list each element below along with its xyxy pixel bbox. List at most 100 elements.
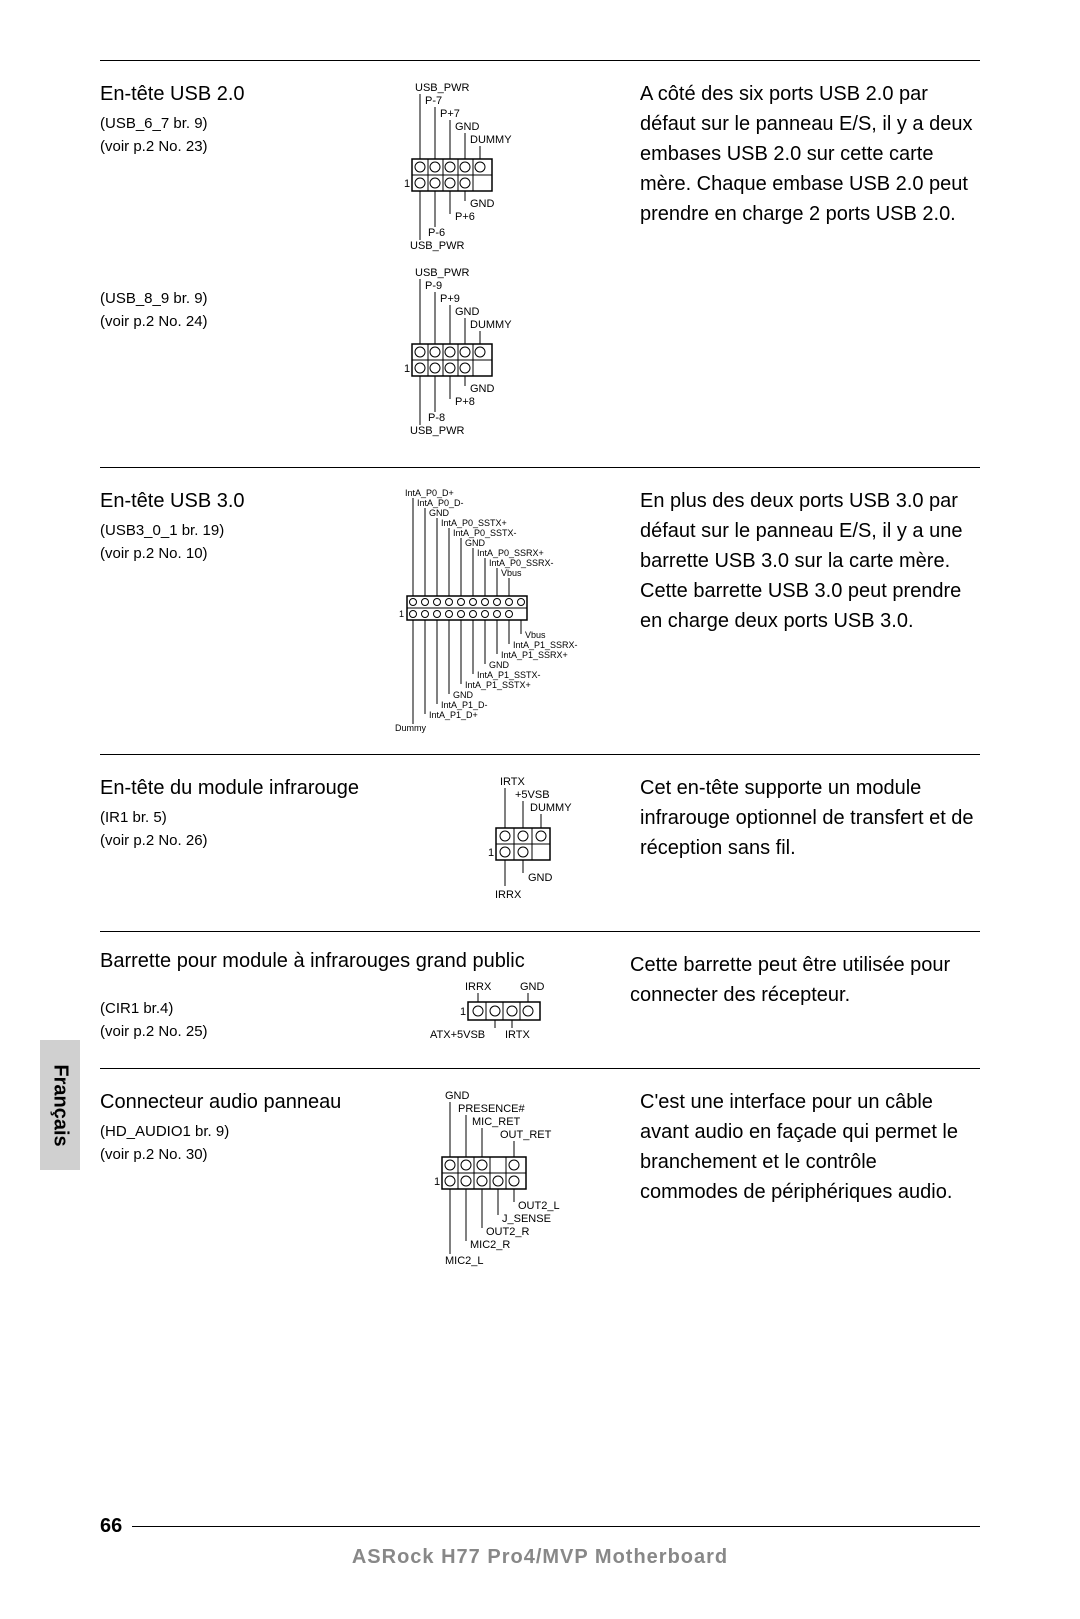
svg-text:USB_PWR: USB_PWR: [410, 240, 464, 252]
section-cir: Barrette pour module à infrarouges grand…: [100, 932, 980, 1068]
svg-text:P+7: P+7: [440, 108, 460, 120]
audio-sub1: (HD_AUDIO1 br. 9): [100, 1121, 360, 1144]
ir-left: En-tête du module infrarouge (IR1 br. 5)…: [100, 773, 420, 913]
svg-text:GND: GND: [489, 660, 510, 670]
usb20-sub1b: (voir p.2 No. 23): [100, 136, 360, 159]
svg-text:IntA_P0_SSTX-: IntA_P0_SSTX-: [453, 528, 517, 538]
svg-text:DUMMY: DUMMY: [470, 319, 512, 331]
svg-text:USB_PWR: USB_PWR: [415, 82, 469, 94]
svg-text:P-8: P-8: [428, 412, 445, 424]
svg-text:USB_PWR: USB_PWR: [415, 267, 469, 279]
svg-text:GND: GND: [455, 121, 480, 133]
svg-text:P+8: P+8: [455, 396, 475, 408]
svg-text:IntA_P0_SSRX-: IntA_P0_SSRX-: [489, 558, 554, 568]
svg-text:MIC2_R: MIC2_R: [470, 1239, 510, 1251]
svg-text:OUT2_L: OUT2_L: [518, 1200, 560, 1212]
usb20-left: En-tête USB 2.0 (USB_6_7 br. 9) (voir p.…: [100, 79, 360, 449]
page-footer: 66 ASRock H77 Pro4/MVP Motherboard: [100, 1515, 980, 1569]
svg-text:IntA_P1_SSRX-: IntA_P1_SSRX-: [513, 640, 578, 650]
cir-diagram-wrap: IRRX GND 1: [370, 970, 630, 1050]
svg-text:1: 1: [404, 363, 410, 375]
svg-text:ATX+5VSB: ATX+5VSB: [430, 1029, 485, 1041]
svg-text:DUMMY: DUMMY: [530, 802, 572, 814]
footer-title: ASRock H77 Pro4/MVP Motherboard: [100, 1546, 980, 1569]
svg-text:GND: GND: [470, 383, 495, 395]
svg-text:OUT_RET: OUT_RET: [500, 1129, 552, 1141]
audio-desc: C'est une interface pour un câble avant …: [640, 1087, 980, 1277]
svg-text:IntA_P0_D-: IntA_P0_D-: [417, 498, 464, 508]
section-audio: Connecteur audio panneau (HD_AUDIO1 br. …: [100, 1069, 980, 1295]
svg-text:GND: GND: [470, 198, 495, 210]
usb30-diagram: IntA_P0_D+ IntA_P0_D- GND IntA_P0_SSTX+ …: [385, 486, 615, 736]
cir-left: (CIR1 br.4) (voir p.2 No. 25): [100, 970, 360, 1050]
svg-text:IntA_P1_SSTX-: IntA_P1_SSTX-: [477, 670, 541, 680]
svg-text:1: 1: [488, 847, 494, 859]
svg-text:GND: GND: [455, 306, 480, 318]
language-tab: Français: [40, 1040, 80, 1170]
usb20-sub1a: (USB_6_7 br. 9): [100, 113, 360, 136]
svg-text:1: 1: [404, 178, 410, 190]
svg-text:1: 1: [399, 609, 404, 619]
svg-text:P+9: P+9: [440, 293, 460, 305]
svg-text:USB_PWR: USB_PWR: [410, 425, 464, 437]
svg-text:IRTX: IRTX: [500, 776, 526, 788]
svg-text:Vbus: Vbus: [525, 630, 546, 640]
audio-left: Connecteur audio panneau (HD_AUDIO1 br. …: [100, 1087, 360, 1277]
svg-text:P-9: P-9: [425, 280, 442, 292]
svg-text:P+6: P+6: [455, 211, 475, 223]
ir-diagram-wrap: IRTX +5VSB DUMMY 1 GND IRRX: [430, 773, 630, 913]
svg-text:GND: GND: [429, 508, 450, 518]
svg-text:MIC2_L: MIC2_L: [445, 1255, 484, 1267]
audio-sub2: (voir p.2 No. 30): [100, 1144, 360, 1167]
svg-text:GND: GND: [445, 1090, 470, 1102]
svg-text:Vbus: Vbus: [501, 568, 522, 578]
svg-text:IntA_P1_SSRX+: IntA_P1_SSRX+: [501, 650, 568, 660]
usb30-title: En-tête USB 3.0: [100, 486, 360, 516]
usb20-diagram2: USB_PWR P-9 P+9 GND DUMMY: [370, 264, 550, 444]
usb30-left: En-tête USB 3.0 (USB3_0_1 br. 19) (voir …: [100, 486, 360, 736]
page-number: 66: [100, 1515, 122, 1538]
language-label: Français: [49, 1064, 72, 1146]
svg-text:IntA_P1_D-: IntA_P1_D-: [441, 700, 488, 710]
cir-sub2: (voir p.2 No. 25): [100, 1021, 360, 1044]
svg-text:IntA_P1_SSTX+: IntA_P1_SSTX+: [465, 680, 531, 690]
svg-text:+5VSB: +5VSB: [515, 789, 550, 801]
footer-rule: [132, 1526, 980, 1527]
svg-text:GND: GND: [453, 690, 474, 700]
section-ir: En-tête du module infrarouge (IR1 br. 5)…: [100, 755, 980, 931]
ir-diagram: IRTX +5VSB DUMMY 1 GND IRRX: [450, 773, 610, 913]
svg-text:J_SENSE: J_SENSE: [502, 1213, 551, 1225]
usb20-sub2a: (USB_8_9 br. 9): [100, 288, 360, 311]
svg-text:IntA_P0_D+: IntA_P0_D+: [405, 488, 454, 498]
svg-text:IntA_P1_D+: IntA_P1_D+: [429, 710, 478, 720]
ir-sub2: (voir p.2 No. 26): [100, 830, 420, 853]
svg-text:IRRX: IRRX: [495, 889, 522, 901]
svg-text:IntA_P0_SSTX+: IntA_P0_SSTX+: [441, 518, 507, 528]
section-usb30: En-tête USB 3.0 (USB3_0_1 br. 19) (voir …: [100, 468, 980, 754]
svg-text:P-6: P-6: [428, 227, 445, 239]
svg-text:DUMMY: DUMMY: [470, 134, 512, 146]
cir-diagram: IRRX GND 1: [400, 970, 600, 1050]
usb20-title: En-tête USB 2.0: [100, 79, 360, 109]
svg-text:GND: GND: [520, 981, 545, 993]
svg-text:MIC_RET: MIC_RET: [472, 1116, 521, 1128]
cir-sub1: (CIR1 br.4): [100, 998, 360, 1021]
usb20-sub2b: (voir p.2 No. 24): [100, 311, 360, 334]
svg-text:GND: GND: [528, 872, 553, 884]
svg-text:P-7: P-7: [425, 95, 442, 107]
svg-text:IRTX: IRTX: [505, 1029, 531, 1041]
svg-text:GND: GND: [465, 538, 486, 548]
audio-diagram: GND PRESENCE# MIC_RET OUT_RET: [400, 1087, 600, 1277]
ir-sub1: (IR1 br. 5): [100, 807, 420, 830]
svg-text:PRESENCE#: PRESENCE#: [458, 1103, 526, 1115]
svg-text:IntA_P0_SSRX+: IntA_P0_SSRX+: [477, 548, 544, 558]
usb30-sub1: (USB3_0_1 br. 19): [100, 520, 360, 543]
usb20-desc: A côté des six ports USB 2.0 par défaut …: [640, 79, 980, 449]
usb30-desc: En plus des deux ports USB 3.0 par défau…: [640, 486, 980, 736]
audio-title: Connecteur audio panneau: [100, 1087, 360, 1117]
audio-diagram-wrap: GND PRESENCE# MIC_RET OUT_RET: [370, 1087, 630, 1277]
usb30-diagram-wrap: IntA_P0_D+ IntA_P0_D- GND IntA_P0_SSTX+ …: [370, 486, 630, 736]
svg-text:IRRX: IRRX: [465, 981, 492, 993]
svg-text:1: 1: [460, 1006, 466, 1018]
ir-title: En-tête du module infrarouge: [100, 773, 420, 803]
